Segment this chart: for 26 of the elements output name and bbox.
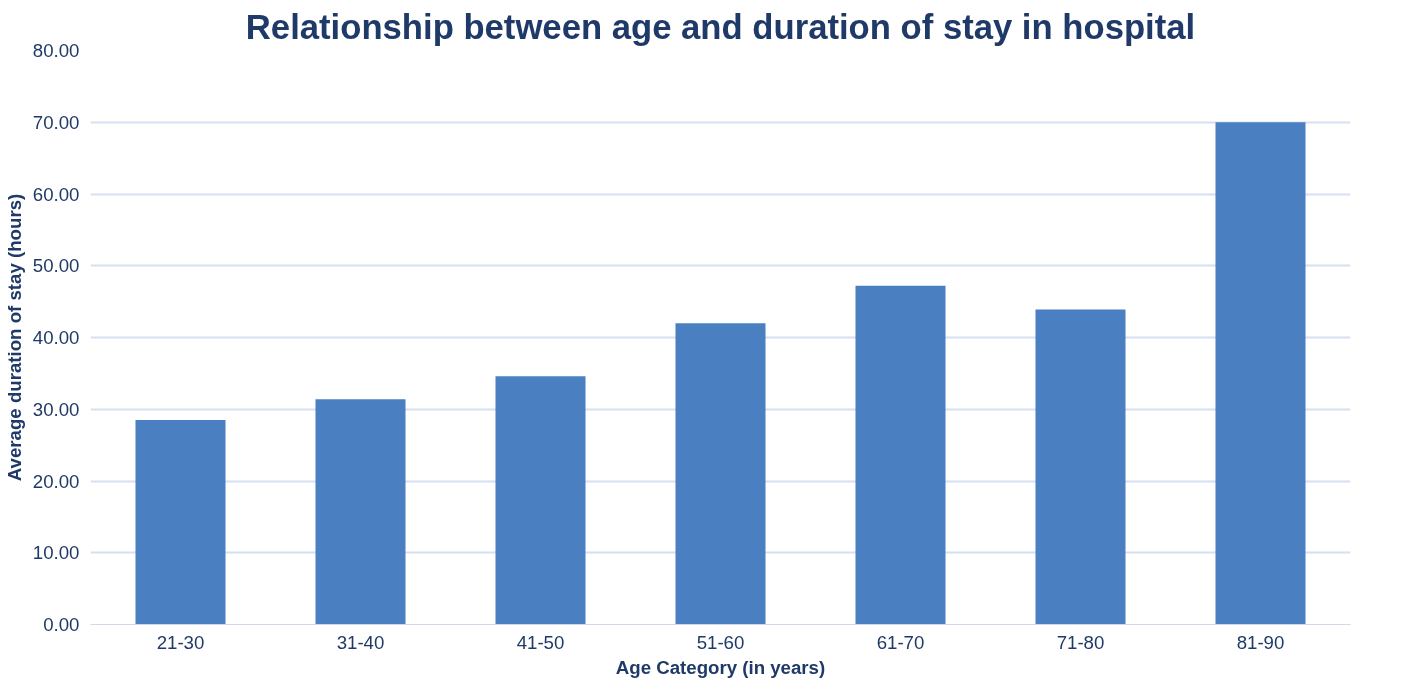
x-tick-label: 71-80 xyxy=(1056,631,1105,653)
bar xyxy=(855,285,946,625)
x-tick-label: 21-30 xyxy=(156,631,205,653)
bar xyxy=(675,323,766,625)
x-tick-label: 41-50 xyxy=(516,631,565,653)
y-tick-label: 70.00 xyxy=(32,111,80,133)
x-tick-label: 51-60 xyxy=(696,631,745,653)
bar xyxy=(315,399,406,625)
y-tick-label: 60.00 xyxy=(32,183,80,205)
y-tick-label: 50.00 xyxy=(32,255,80,277)
bar xyxy=(495,376,586,625)
bar xyxy=(1215,122,1306,625)
y-tick-label: 0.00 xyxy=(43,614,80,635)
x-axis-title: Age Category (in years) xyxy=(615,656,826,678)
y-tick-label: 80.00 xyxy=(32,40,80,61)
x-tick-label: 61-70 xyxy=(876,631,925,653)
y-axis-title: Average duration of stay (hours) xyxy=(3,193,25,482)
y-tick-label: 40.00 xyxy=(32,327,80,348)
bar xyxy=(1035,309,1126,625)
y-tick-label: 20.00 xyxy=(32,470,80,492)
bar xyxy=(135,420,226,625)
x-tick-label: 81-90 xyxy=(1236,631,1285,653)
y-tick-label: 30.00 xyxy=(32,398,80,420)
chart-title: Relationship between age and duration of stay in hospital xyxy=(245,7,1196,46)
y-tick-label: 10.00 xyxy=(32,542,80,564)
x-tick-label: 31-40 xyxy=(336,631,385,653)
